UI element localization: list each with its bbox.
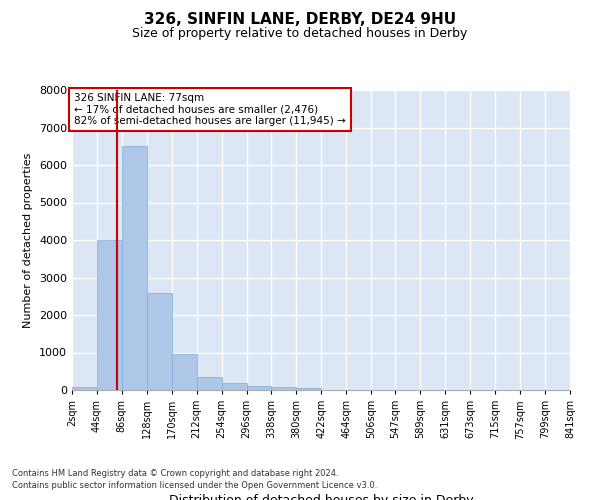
- Y-axis label: Number of detached properties: Number of detached properties: [23, 152, 34, 328]
- Text: Contains public sector information licensed under the Open Government Licence v3: Contains public sector information licen…: [12, 481, 377, 490]
- Text: 326, SINFIN LANE, DERBY, DE24 9HU: 326, SINFIN LANE, DERBY, DE24 9HU: [144, 12, 456, 28]
- Bar: [247, 386, 271, 390]
- Bar: [72, 388, 97, 390]
- Text: 326 SINFIN LANE: 77sqm
← 17% of detached houses are smaller (2,476)
82% of semi-: 326 SINFIN LANE: 77sqm ← 17% of detached…: [74, 93, 346, 126]
- Bar: [197, 377, 221, 390]
- Bar: [296, 388, 321, 390]
- Bar: [97, 240, 122, 390]
- X-axis label: Distribution of detached houses by size in Derby: Distribution of detached houses by size …: [169, 494, 473, 500]
- Bar: [147, 292, 172, 390]
- Text: Size of property relative to detached houses in Derby: Size of property relative to detached ho…: [133, 28, 467, 40]
- Bar: [172, 354, 197, 390]
- Bar: [221, 384, 247, 390]
- Bar: [271, 387, 296, 390]
- Bar: [122, 146, 147, 390]
- Text: Contains HM Land Registry data © Crown copyright and database right 2024.: Contains HM Land Registry data © Crown c…: [12, 468, 338, 477]
